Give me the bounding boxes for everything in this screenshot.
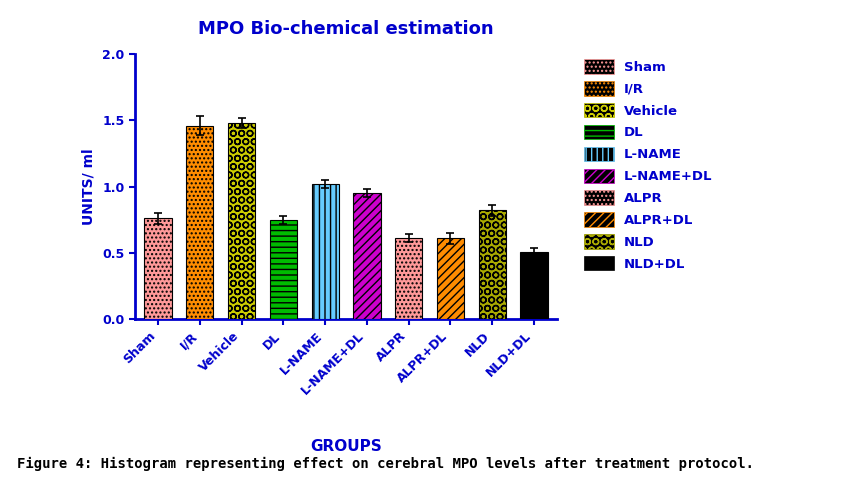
- Bar: [479, 211, 506, 319]
- X-axis label: GROUPS: GROUPS: [310, 439, 382, 454]
- Bar: [521, 251, 548, 319]
- Bar: [354, 193, 381, 319]
- Bar: [187, 126, 214, 319]
- Bar: [270, 220, 297, 319]
- Text: MPO Bio-chemical estimation: MPO Bio-chemical estimation: [198, 20, 494, 38]
- Bar: [144, 218, 171, 319]
- Bar: [437, 238, 464, 319]
- Bar: [311, 184, 338, 319]
- Bar: [228, 123, 255, 319]
- Bar: [395, 238, 422, 319]
- Y-axis label: UNITS/ ml: UNITS/ ml: [81, 148, 95, 225]
- Legend: Sham, I/R, Vehicle, DL, L-NAME, L-NAME+DL, ALPR, ALPR+DL, NLD, NLD+DL: Sham, I/R, Vehicle, DL, L-NAME, L-NAME+D…: [581, 55, 717, 274]
- Text: Figure 4: Histogram representing effect on cerebral MPO levels after treatment p: Figure 4: Histogram representing effect …: [17, 457, 754, 471]
